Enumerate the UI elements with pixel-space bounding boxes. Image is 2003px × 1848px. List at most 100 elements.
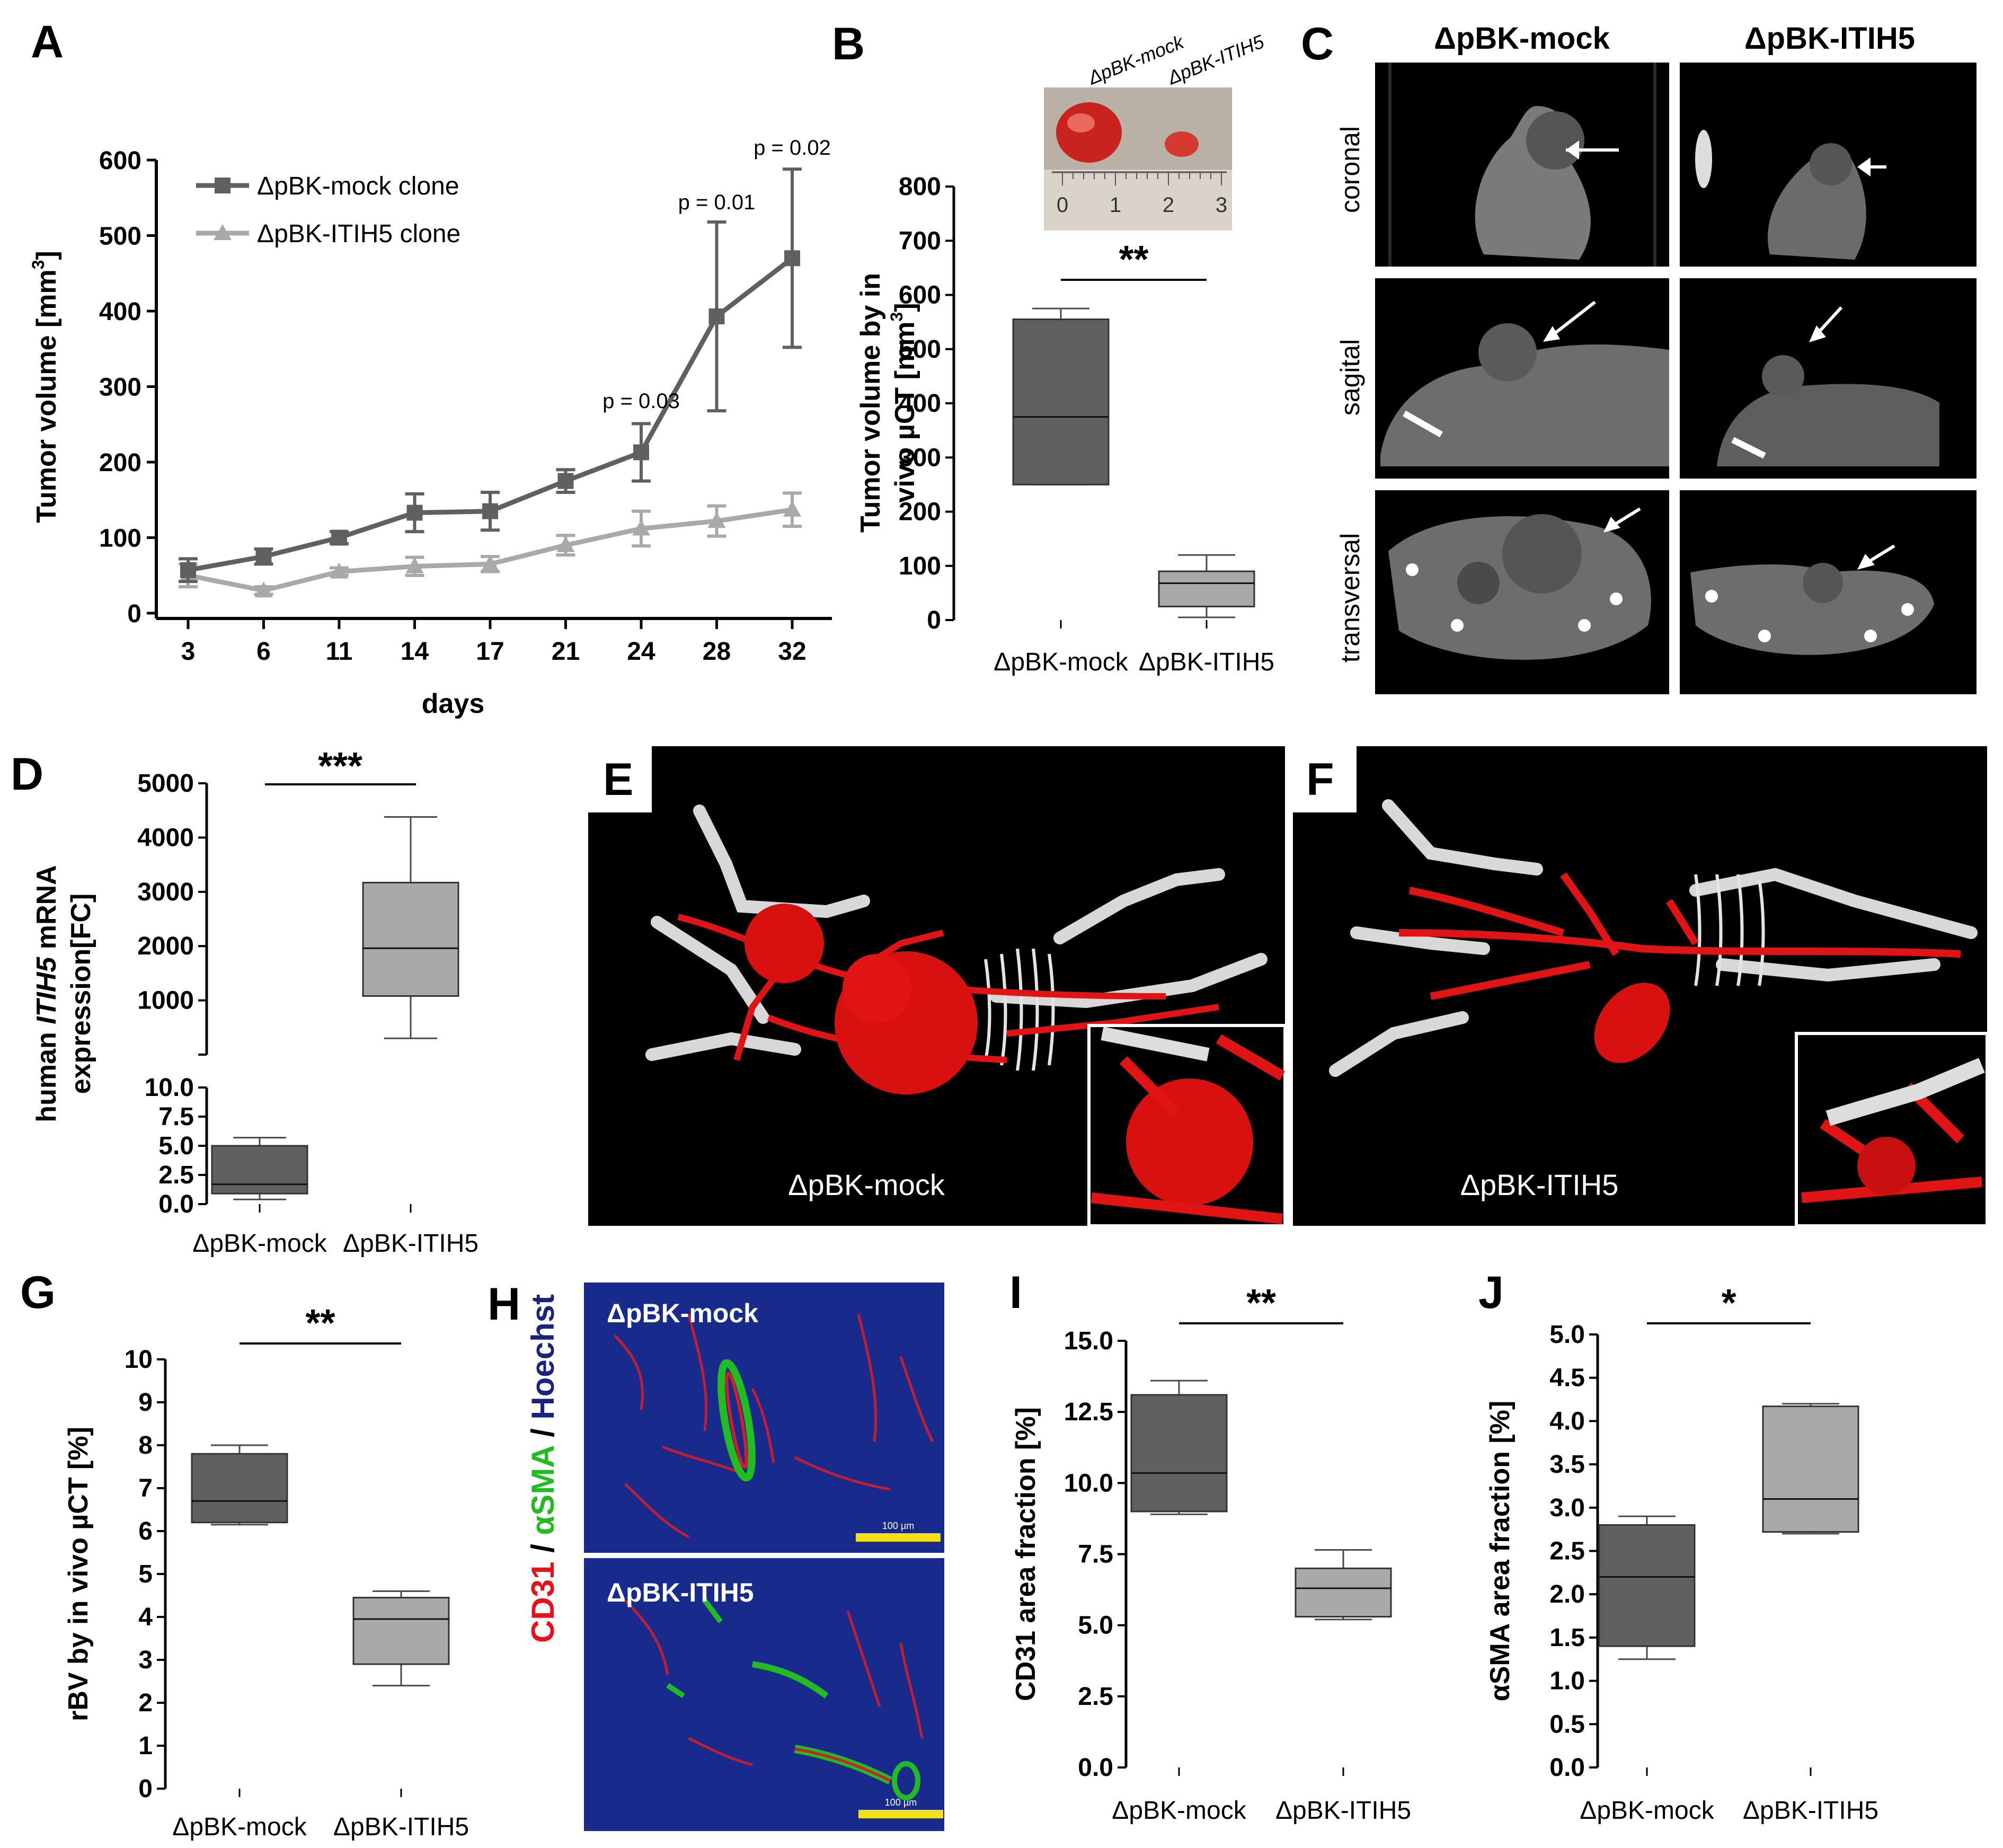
ct-image-sagital-itih5 bbox=[1680, 278, 1977, 479]
x-tick-label: 11 bbox=[326, 638, 353, 666]
x-axis-label: days bbox=[422, 688, 485, 719]
panel-e: E ΔpBK-mock bbox=[588, 746, 1287, 1227]
ruler-label: 2 bbox=[1163, 193, 1174, 217]
y-axis-label-gene: ITIH5 bbox=[31, 957, 62, 1024]
category-label: ΔpBK-ITIH5 bbox=[333, 1813, 469, 1841]
panel-f: F ΔpBK-ITIH5 bbox=[1293, 746, 1989, 1227]
significance-stars: ** bbox=[305, 1302, 335, 1345]
legend-label: ΔpBK-ITIH5 clone bbox=[257, 220, 460, 248]
category-label: ΔpBK-mock bbox=[172, 1813, 307, 1841]
y-tick-label: 600 bbox=[99, 147, 141, 175]
x-tick-label: 14 bbox=[401, 638, 429, 666]
y-tick-label: 3 bbox=[138, 1646, 153, 1674]
data-point bbox=[632, 519, 650, 536]
y-tick-label: 0 bbox=[927, 606, 941, 634]
y-tick-label: 10.0 bbox=[1064, 1469, 1113, 1497]
panel-label-a: A bbox=[31, 16, 64, 67]
scale-bar bbox=[858, 1810, 943, 1818]
chart-i: 0.0 2.5 5.0 7.5 10.0 12.5 15.0 ΔpBK-mock ΔpBK-IT… bbox=[1011, 1282, 1411, 1825]
ct-row-coronal: coronal bbox=[1335, 126, 1365, 213]
ct-image-transversal-itih5 bbox=[1680, 490, 1977, 694]
x-tick-label: 6 bbox=[256, 638, 271, 666]
y-tick-label: 4.5 bbox=[1549, 1364, 1585, 1392]
y-tick-label: 6 bbox=[138, 1517, 153, 1545]
data-point bbox=[783, 500, 801, 517]
data-point bbox=[331, 529, 347, 546]
box bbox=[352, 1597, 450, 1665]
y-tick-label: 3.5 bbox=[1549, 1451, 1585, 1479]
x-tick-label: 24 bbox=[627, 638, 655, 666]
if-label-itih5: ΔpBK-ITIH5 bbox=[607, 1578, 754, 1607]
box bbox=[1012, 319, 1110, 485]
x-tick-label: 3 bbox=[181, 638, 196, 666]
legend-label: ΔpBK-mock clone bbox=[257, 172, 459, 200]
y-tick-label: 0.0 bbox=[158, 1190, 194, 1218]
channel-legend: CD31 / αSMA / Hoechst bbox=[525, 1294, 561, 1643]
y-tick-label: 7 bbox=[138, 1474, 153, 1502]
ct-image-transversal-mock bbox=[1375, 490, 1669, 694]
y-axis-label-line1: human ITIH5 mRNA bbox=[31, 865, 62, 1122]
if-image-itih5 bbox=[584, 1558, 944, 1831]
scale-label: 100 µm bbox=[885, 1797, 917, 1808]
box bbox=[1598, 1524, 1696, 1647]
box bbox=[1130, 1394, 1228, 1513]
y-tick-label: 2.0 bbox=[1549, 1580, 1585, 1608]
y-tick-label: 10.0 bbox=[145, 1074, 194, 1102]
data-point bbox=[557, 473, 574, 489]
data-point bbox=[708, 308, 725, 324]
y-axis-label-line1: Tumor volume by in bbox=[855, 273, 886, 533]
chart-d: 1000 2000 3000 4000 5000 0.02.55.07.510.0 ΔpBK… bbox=[31, 745, 478, 1258]
ct-image-coronal-itih5 bbox=[1680, 63, 1977, 267]
y-tick-label: 0 bbox=[138, 1775, 153, 1803]
y-axis-label-text: ] bbox=[890, 303, 920, 312]
y-tick-label: 200 bbox=[899, 498, 941, 526]
y-axis-label-superscript: 3 bbox=[29, 260, 48, 269]
y-tick-label: 10 bbox=[125, 1346, 153, 1374]
ct-row-transversal: transversal bbox=[1335, 533, 1365, 663]
y-tick-label: 5.0 bbox=[1549, 1321, 1585, 1349]
box bbox=[1158, 570, 1255, 607]
channel-separator: / bbox=[525, 1535, 561, 1562]
y-tick-label: 7.5 bbox=[1078, 1541, 1113, 1569]
y-tick-label: 5 bbox=[138, 1560, 153, 1588]
y-axis-label: rBV by in vivo µCT [%] bbox=[63, 1427, 94, 1721]
data-point bbox=[481, 555, 499, 571]
data-point bbox=[405, 557, 424, 573]
x-tick-label: 28 bbox=[703, 638, 731, 666]
y-tick-label: 1.0 bbox=[1549, 1667, 1585, 1695]
category-label: ΔpBK-mock bbox=[1112, 1797, 1246, 1825]
significance-stars: * bbox=[1721, 1282, 1736, 1324]
y-tick-label: 500 bbox=[899, 335, 941, 364]
box bbox=[1295, 1567, 1392, 1618]
y-tick-label: 1.5 bbox=[1549, 1624, 1585, 1652]
category-label: ΔpBK-mock bbox=[994, 648, 1128, 676]
y-tick-label: 5000 bbox=[137, 770, 194, 798]
y-axis-label: αSMA area fraction [%] bbox=[1485, 1401, 1515, 1701]
panel-h: CD31 / αSMA / Hoechst ΔpBK-mock ΔpBK-ITI… bbox=[525, 1283, 944, 1831]
panel-label-e: E bbox=[603, 754, 633, 805]
scale-label: 100 µm bbox=[882, 1520, 914, 1531]
ct-image-coronal-mock bbox=[1375, 63, 1669, 267]
y-tick-label: 0 bbox=[127, 600, 141, 628]
panel-label-h: H bbox=[488, 1279, 520, 1330]
panel-label-d: D bbox=[11, 749, 43, 800]
y-axis-label-text: Tumor volume [mm bbox=[31, 269, 62, 523]
y-tick-label: 400 bbox=[99, 298, 141, 326]
y-tick-label: 300 bbox=[99, 374, 141, 402]
channel-hoechst: Hoechst bbox=[525, 1294, 561, 1420]
panel-label-i: I bbox=[1009, 1267, 1022, 1318]
panel-e-label: ΔpBK-mock bbox=[788, 1168, 945, 1201]
ct-row-sagital: sagital bbox=[1335, 339, 1365, 416]
x-tick-label: 17 bbox=[476, 638, 504, 666]
panel-c: ΔpBK-mock ΔpBK-ITIH5 coronal sagital tra… bbox=[1335, 21, 1977, 694]
y-axis-label-text: mRNA bbox=[31, 865, 62, 957]
category-label: ΔpBK-ITIH5 bbox=[1139, 648, 1274, 676]
y-tick-label: 100 bbox=[99, 525, 141, 553]
ct-image-sagital-mock bbox=[1375, 278, 1669, 479]
data-point bbox=[482, 503, 498, 519]
data-point bbox=[406, 505, 423, 521]
y-tick-label: 2.5 bbox=[1078, 1683, 1113, 1711]
y-tick-label: 3000 bbox=[137, 878, 194, 906]
y-tick-label: 3.0 bbox=[1549, 1494, 1585, 1522]
y-tick-label: 4000 bbox=[137, 824, 194, 852]
